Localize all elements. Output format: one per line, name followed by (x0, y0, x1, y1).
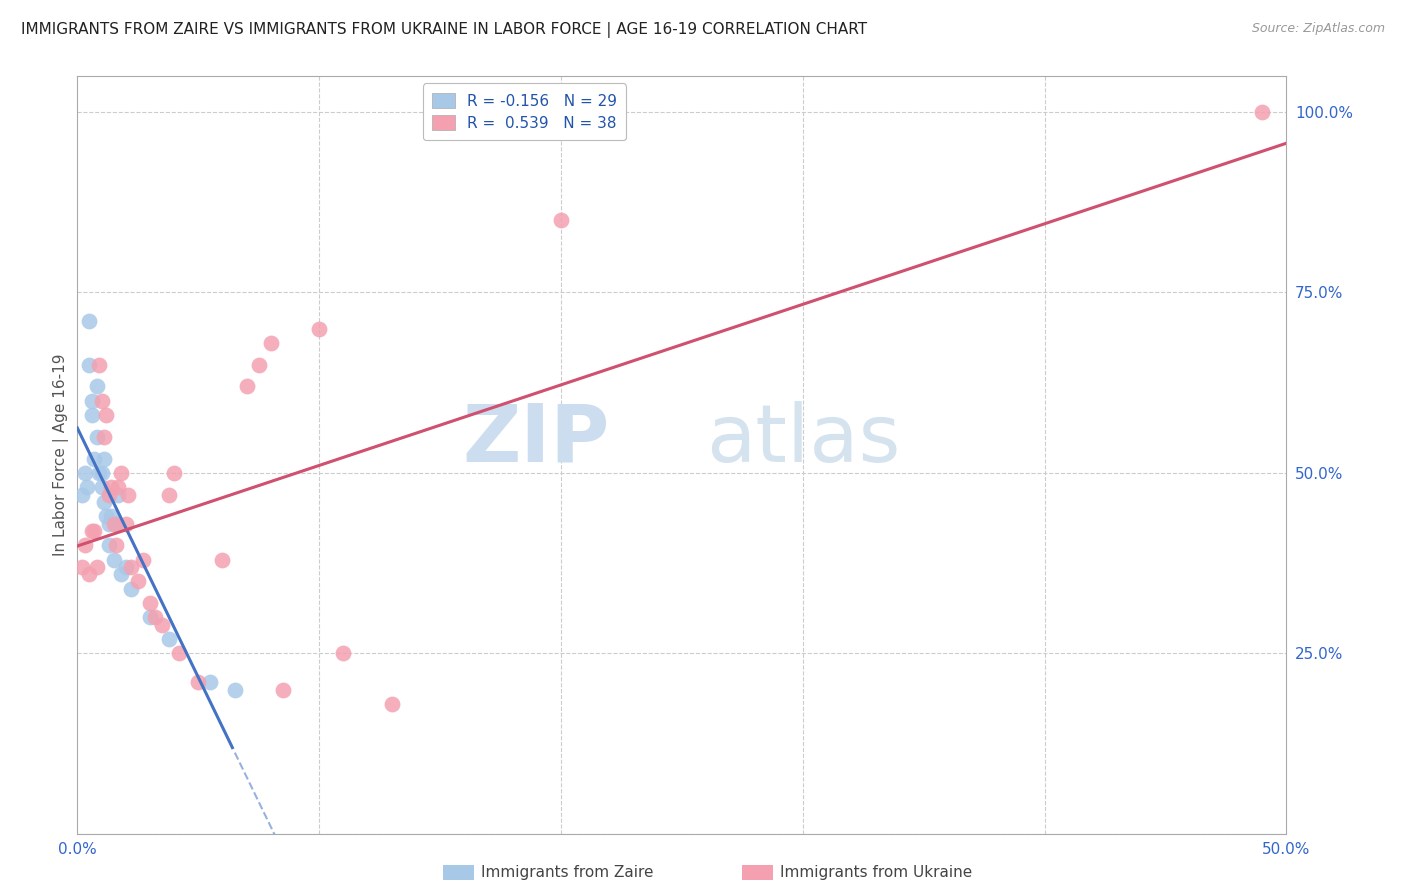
Point (96, 408, 118, 422)
Point (187, 675, 209, 690)
Text: atlas: atlas (706, 401, 900, 479)
Point (100, 480, 122, 494)
Point (100, 509, 122, 524)
Point (117, 488, 139, 502)
Point (332, 647, 354, 661)
Point (87, 358, 110, 372)
Point (73, 466, 96, 480)
Point (143, 610, 166, 624)
Point (131, 552, 153, 566)
Point (139, 596, 162, 610)
Point (79, 314, 101, 328)
Point (87, 466, 110, 480)
Point (103, 552, 125, 566)
Point (550, 213, 572, 227)
Point (80, 393, 103, 408)
Point (105, 538, 128, 552)
Point (93, 430, 115, 444)
Point (200, 675, 222, 690)
Point (79, 358, 101, 372)
Text: Immigrants from Ukraine: Immigrants from Ukraine (780, 865, 973, 880)
Point (110, 466, 132, 480)
Point (157, 632, 180, 646)
Point (110, 567, 132, 582)
Point (120, 582, 142, 596)
Point (86, 430, 108, 444)
Point (105, 516, 128, 531)
Point (107, 480, 129, 494)
Legend: R = -0.156   N = 29, R =  0.539   N = 38: R = -0.156 N = 29, R = 0.539 N = 38 (423, 84, 627, 140)
Point (97, 488, 120, 502)
Point (80, 408, 103, 422)
Text: Source: ZipAtlas.com: Source: ZipAtlas.com (1251, 22, 1385, 36)
Point (93, 451, 115, 466)
Point (97, 516, 120, 531)
Point (114, 559, 136, 574)
Point (381, 697, 404, 711)
Point (103, 516, 125, 531)
Point (163, 466, 186, 480)
Point (150, 617, 173, 632)
Point (86, 559, 108, 574)
Point (90, 393, 112, 408)
Point (107, 488, 129, 502)
Point (86, 379, 108, 393)
Point (93, 495, 115, 509)
Point (79, 567, 101, 582)
Text: Immigrants from Zaire: Immigrants from Zaire (481, 865, 654, 880)
Text: ZIP: ZIP (463, 401, 609, 479)
Point (73, 538, 96, 552)
Point (90, 480, 112, 494)
Point (1251, 104, 1274, 119)
Point (83, 524, 105, 538)
Point (76, 480, 98, 494)
Point (260, 336, 283, 351)
Point (247, 358, 270, 372)
Point (139, 610, 162, 624)
Point (157, 488, 180, 502)
Point (120, 559, 142, 574)
Point (96, 509, 118, 524)
Point (70, 559, 93, 574)
Point (235, 379, 257, 393)
Point (114, 516, 136, 531)
Point (90, 466, 112, 480)
Point (271, 682, 294, 697)
Y-axis label: In Labor Force | Age 16-19: In Labor Force | Age 16-19 (53, 353, 69, 557)
Point (224, 682, 246, 697)
Point (80, 524, 103, 538)
Point (97, 538, 120, 552)
Point (211, 552, 233, 566)
Point (167, 647, 190, 661)
Point (308, 321, 330, 335)
Text: IMMIGRANTS FROM ZAIRE VS IMMIGRANTS FROM UKRAINE IN LABOR FORCE | AGE 16-19 CORR: IMMIGRANTS FROM ZAIRE VS IMMIGRANTS FROM… (21, 22, 868, 38)
Point (83, 451, 105, 466)
Point (127, 574, 149, 589)
Point (70, 488, 93, 502)
